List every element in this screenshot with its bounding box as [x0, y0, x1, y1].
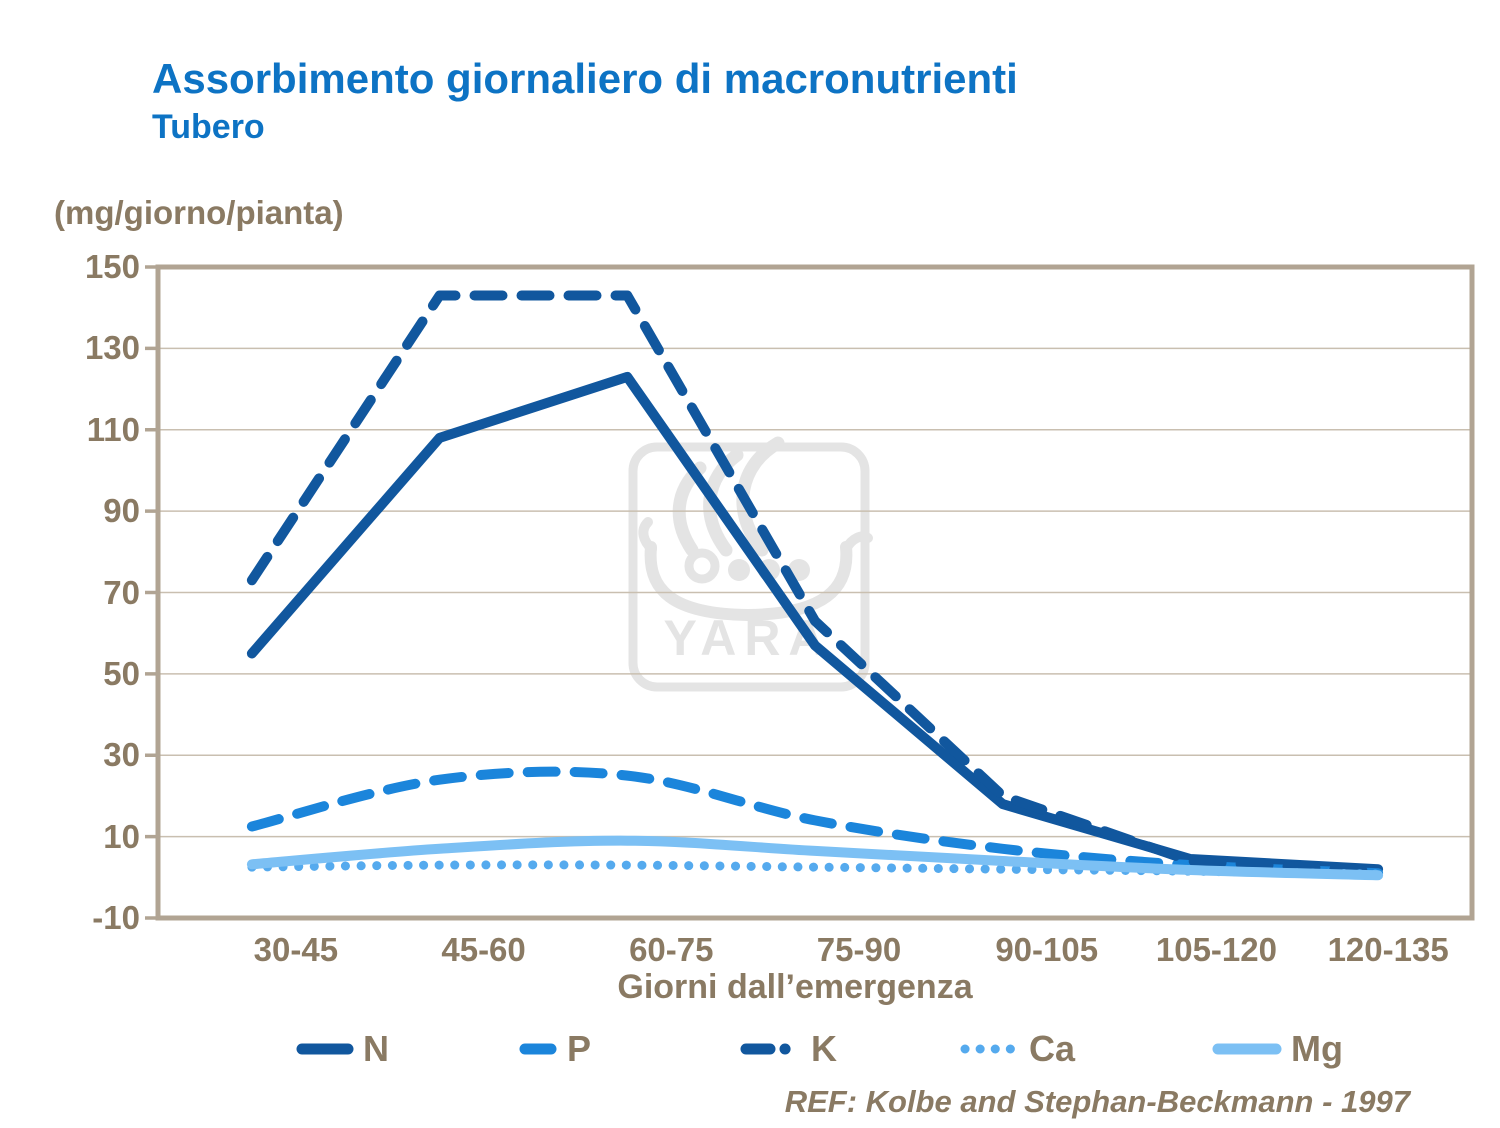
x-tick-label: 60-75 [629, 931, 714, 968]
legend-item-k: K [740, 1026, 837, 1072]
watermark-shield-1 [728, 559, 750, 581]
legend-label-p: P [567, 1028, 592, 1069]
watermark-stern-curl [841, 531, 873, 554]
x-tick-label: 75-90 [816, 931, 902, 968]
y-tick-label: 150 [84, 248, 140, 285]
y-tick-label: 30 [103, 736, 140, 774]
plot-border [155, 264, 1475, 921]
legend-label-k: K [811, 1028, 837, 1069]
chart-title: Assorbimento giornaliero di macronutrien… [152, 55, 1018, 102]
y-tick-label: 50 [103, 654, 140, 692]
legend-swatch-n-line [296, 1043, 354, 1055]
legend-swatch-mg-line [1212, 1043, 1282, 1055]
x-axis-title: Giorni dall’emergenza [617, 968, 973, 1006]
watermark-shield-ring [684, 548, 720, 584]
legend-swatch-ca-line [960, 1044, 1019, 1054]
legend-item-ca: Ca [958, 1026, 1075, 1072]
x-tick-label: 120-135 [1327, 931, 1449, 968]
reference-text: REF: Kolbe and Stephan-Beckmann - 1997 [784, 1084, 1410, 1119]
legend-label-mg: Mg [1291, 1028, 1343, 1069]
legend-label-n: N [363, 1028, 389, 1069]
legend-item-p: P [518, 1026, 591, 1072]
series-line-mg [246, 835, 1384, 881]
x-tick-label: 105-120 [1155, 931, 1277, 968]
y-tick-label: 110 [86, 410, 140, 448]
legend-swatch-p-line [519, 1043, 557, 1055]
x-tick-label: 90-105 [995, 931, 1099, 968]
watermark-prow-curl [638, 517, 657, 554]
x-tick-label: 30-45 [253, 931, 339, 968]
legend-swatch-k-line [740, 1043, 802, 1055]
x-tick-label: 45-60 [441, 931, 526, 968]
series-line-k [246, 290, 1384, 877]
y-tick-label: 130 [84, 329, 140, 367]
legend-item-mg: Mg [1212, 1026, 1343, 1072]
y-tick-label: 10 [103, 817, 140, 855]
legend-label-ca: Ca [1029, 1028, 1076, 1069]
y-axis-unit-label: (mg/giorno/pianta) [54, 194, 344, 231]
watermark-hull [644, 541, 853, 622]
y-tick-label: 70 [103, 573, 140, 611]
chart-subtitle: Tubero [152, 108, 265, 146]
y-tick-label: -10 [92, 899, 140, 936]
watermark-frame [628, 442, 870, 692]
legend-item-n: N [296, 1026, 389, 1072]
yara-watermark: YARA [628, 436, 873, 692]
y-tick-label: 90 [103, 492, 140, 530]
